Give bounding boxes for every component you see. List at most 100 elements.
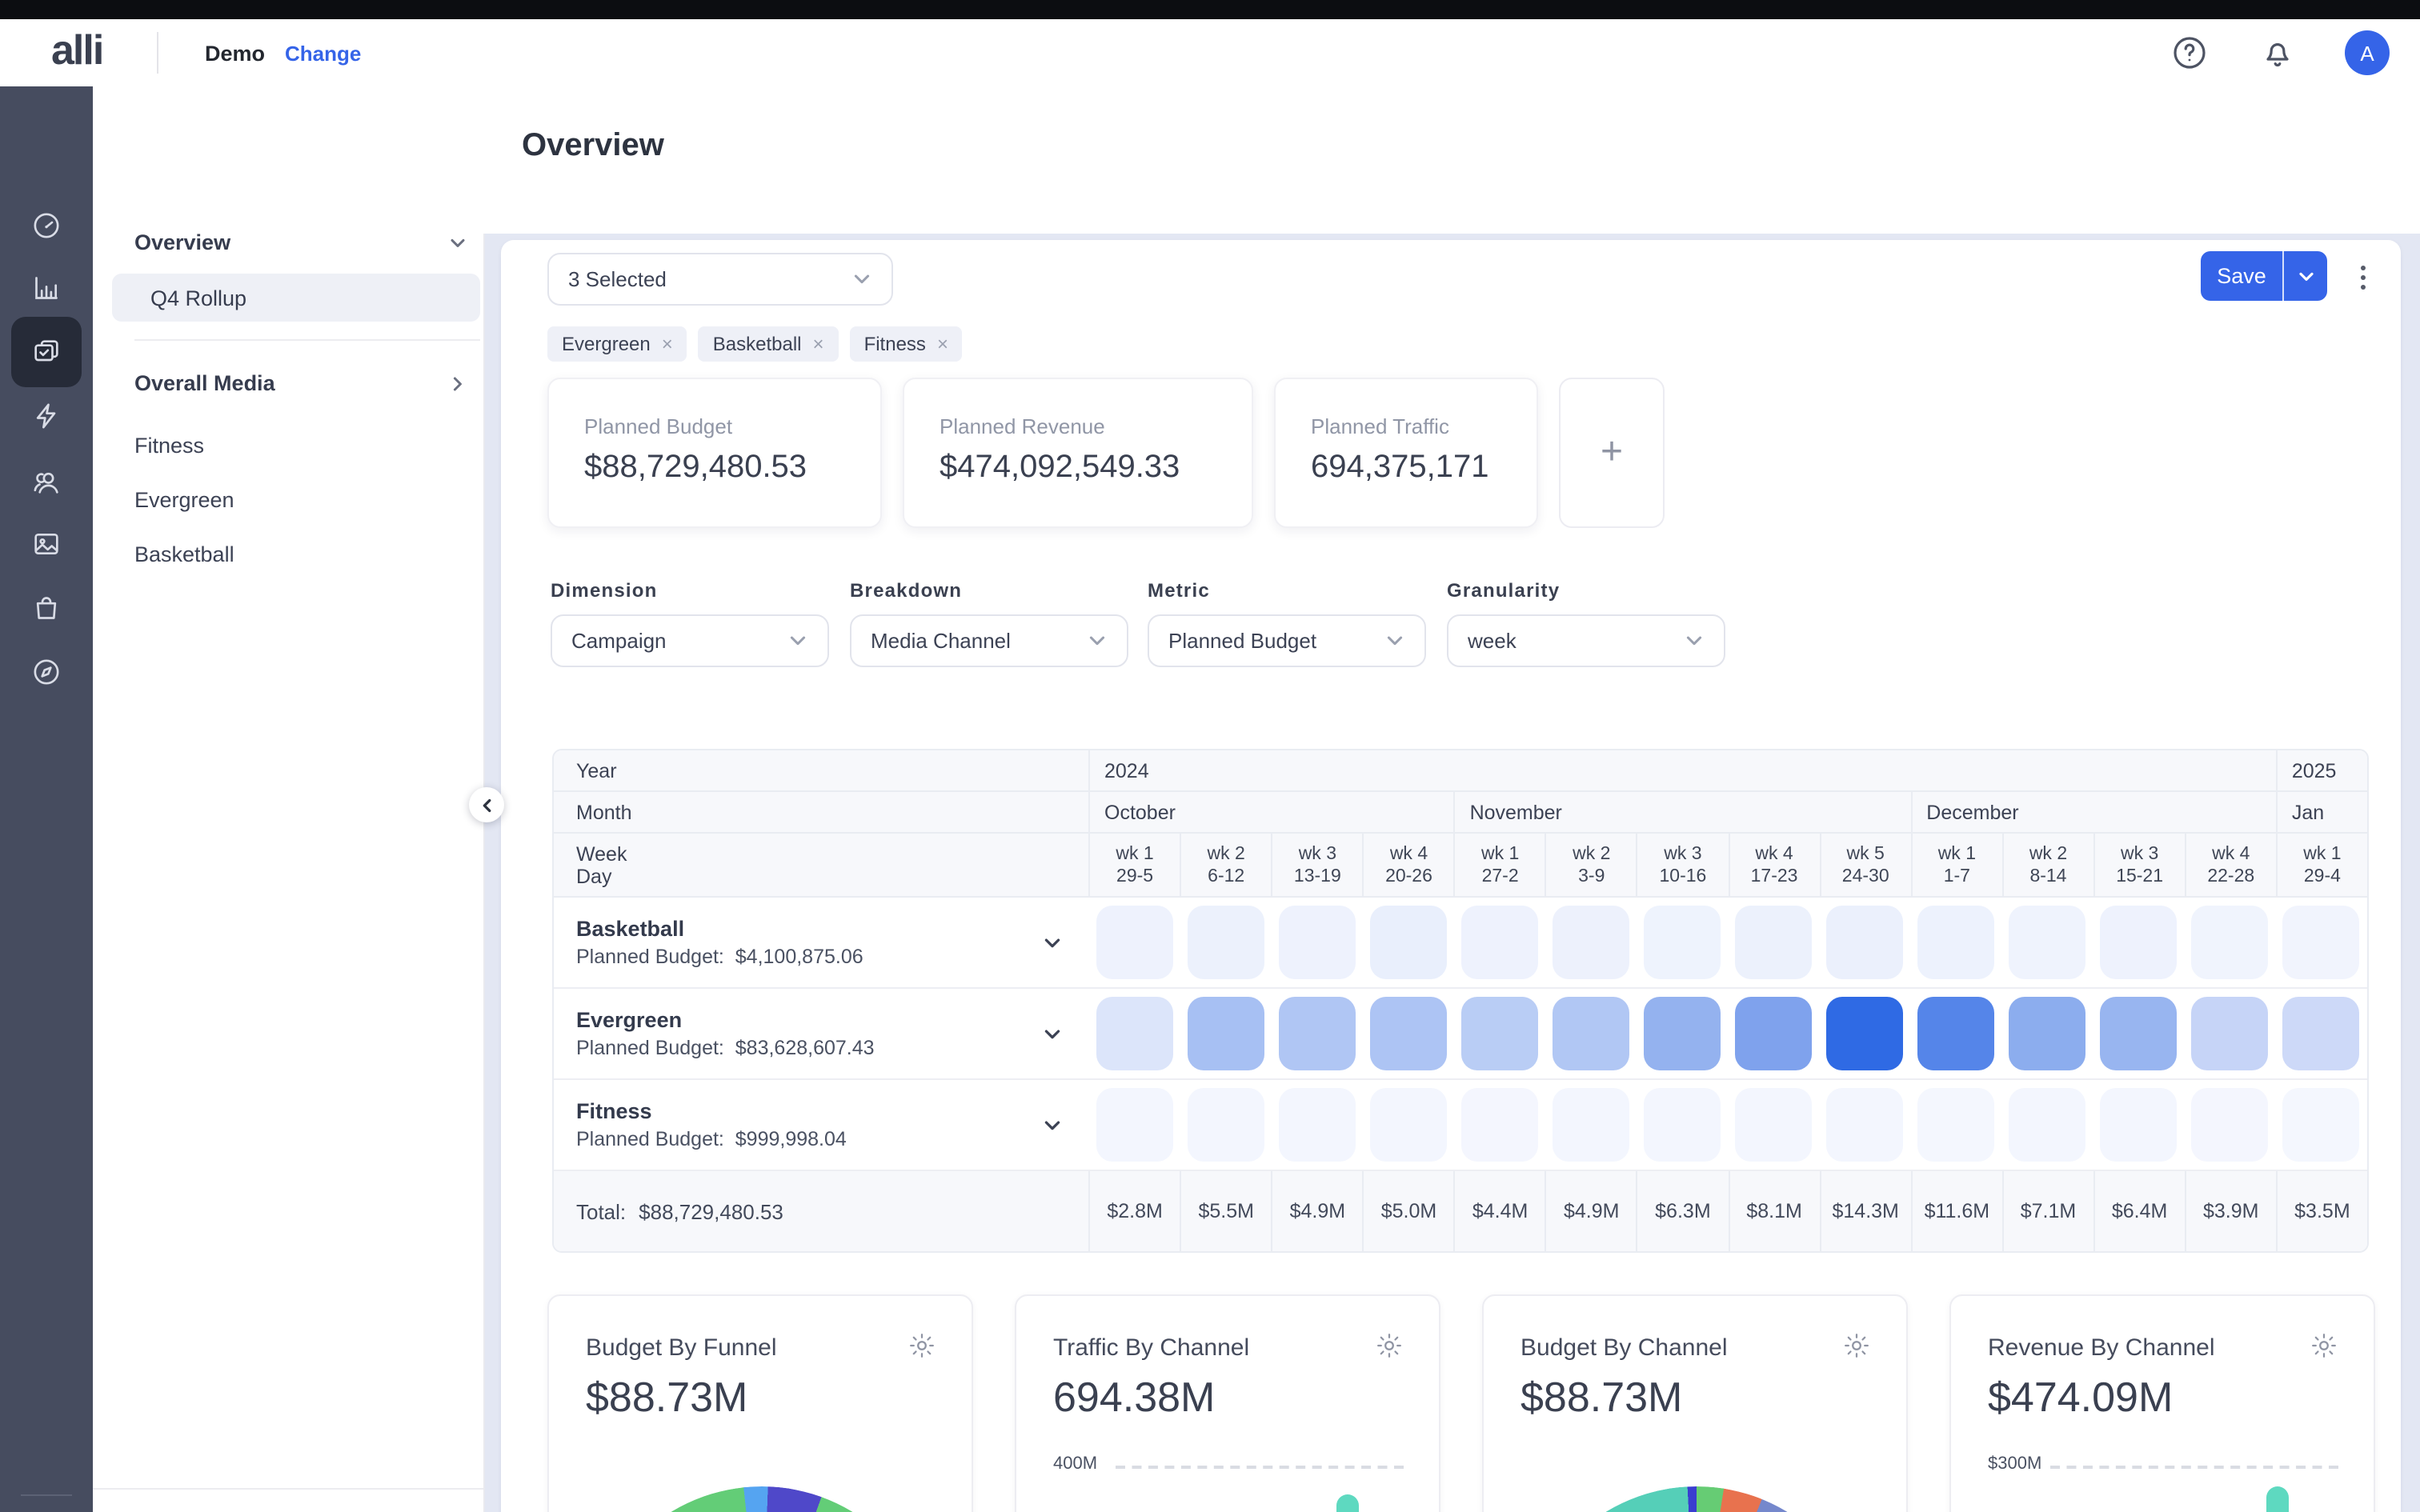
heatmap-cell[interactable] — [1637, 898, 1728, 987]
chevron-down-icon[interactable] — [1042, 933, 1063, 954]
collapse-panel-button[interactable] — [469, 787, 504, 822]
filter-tag[interactable]: Fitness× — [850, 326, 963, 362]
metric-select[interactable]: Planned Budget — [1148, 614, 1426, 667]
chevron-down-icon[interactable] — [1042, 1024, 1063, 1045]
week-label: Week — [576, 842, 1088, 865]
add-kpi-button[interactable]: + — [1559, 378, 1665, 528]
week-cell: wk 422-28 — [2185, 834, 2276, 896]
audiences-users-icon[interactable] — [30, 466, 62, 498]
heatmap-cell[interactable] — [2185, 1080, 2276, 1170]
heatmap-cell[interactable] — [1271, 989, 1362, 1078]
heatmap-cell[interactable] — [1819, 898, 1910, 987]
notifications-bell-icon[interactable] — [2258, 34, 2297, 72]
nav-item-fitness[interactable]: Fitness — [134, 434, 204, 458]
campaign-budget: Planned Budget: $4,100,875.06 — [576, 946, 1088, 968]
breakdown-select[interactable]: Media Channel — [850, 614, 1128, 667]
heatmap-cell[interactable] — [1728, 1080, 1819, 1170]
user-avatar[interactable]: A — [2345, 30, 2390, 75]
heatmap-cell[interactable] — [1362, 898, 1453, 987]
nav-item-basketball[interactable]: Basketball — [134, 542, 234, 566]
heatmap-cell[interactable] — [2276, 989, 2367, 1078]
heatmap-cell[interactable] — [1180, 898, 1271, 987]
heatmap-pill — [2283, 997, 2360, 1070]
chevron-right-icon[interactable] — [448, 374, 467, 394]
row-label-cell[interactable]: BasketballPlanned Budget: $4,100,875.06 — [554, 898, 1088, 987]
help-icon[interactable] — [2170, 34, 2209, 72]
heatmap-cell[interactable] — [1454, 898, 1545, 987]
heatmap-cell[interactable] — [2276, 1080, 2367, 1170]
heatmap-cell[interactable] — [1454, 989, 1545, 1078]
heatmap-cell[interactable] — [1180, 989, 1271, 1078]
gear-icon[interactable] — [1375, 1331, 1404, 1360]
heatmap-cell[interactable] — [1362, 989, 1453, 1078]
heatmap-cell[interactable] — [1637, 989, 1728, 1078]
heatmap-pill — [1917, 997, 1994, 1070]
remove-tag-icon[interactable]: × — [813, 333, 824, 355]
heatmap-cell[interactable] — [2276, 898, 2367, 987]
remove-tag-icon[interactable]: × — [662, 333, 673, 355]
heatmap-cell[interactable] — [1819, 1080, 1910, 1170]
media-plans-clipboard-icon[interactable] — [30, 336, 62, 368]
heatmap-cell[interactable] — [2001, 898, 2093, 987]
heatmap-cell[interactable] — [1728, 898, 1819, 987]
heatmap-cell[interactable] — [2185, 989, 2276, 1078]
row-label-cell[interactable]: FitnessPlanned Budget: $999,998.04 — [554, 1080, 1088, 1170]
campaign-multiselect[interactable]: 3 Selected — [547, 253, 893, 306]
save-split-button[interactable]: Save — [2201, 251, 2327, 301]
heatmap-cell[interactable] — [2093, 1080, 2185, 1170]
filter-tag[interactable]: Basketball× — [699, 326, 839, 362]
heatmap-cell[interactable] — [1910, 989, 2001, 1078]
automation-lightning-icon[interactable] — [30, 400, 62, 432]
more-options-kebab-icon[interactable] — [2351, 258, 2374, 296]
heatmap-cell[interactable] — [1910, 1080, 2001, 1170]
table-month-row: Month OctoberNovemberDecemberJan — [554, 792, 2367, 834]
heatmap-cell[interactable] — [1088, 989, 1180, 1078]
heatmap-cell[interactable] — [2185, 898, 2276, 987]
nav-item-q4-rollup[interactable]: Q4 Rollup — [112, 274, 480, 322]
gear-icon[interactable] — [908, 1331, 936, 1360]
heatmap-cell[interactable] — [2001, 989, 2093, 1078]
heatmap-cell[interactable] — [1545, 1080, 1637, 1170]
campaign-name: Fitness — [576, 1099, 1088, 1123]
page-title: Overview — [522, 128, 664, 165]
heatmap-cell[interactable] — [1271, 1080, 1362, 1170]
heatmap-pill — [1917, 1088, 1994, 1162]
heatmap-cell[interactable] — [1910, 898, 2001, 987]
heatmap-cell[interactable] — [2093, 898, 2185, 987]
heatmap-cell[interactable] — [1271, 898, 1362, 987]
nav-item-evergreen[interactable]: Evergreen — [134, 488, 234, 512]
heatmap-cell[interactable] — [2001, 1080, 2093, 1170]
chevron-down-icon[interactable] — [1042, 1115, 1063, 1136]
granularity-select[interactable]: week — [1447, 614, 1725, 667]
heatmap-cell[interactable] — [1362, 1080, 1453, 1170]
commerce-bag-icon[interactable] — [30, 592, 62, 624]
heatmap-cell[interactable] — [1637, 1080, 1728, 1170]
save-dropdown-chevron-icon[interactable] — [2284, 251, 2327, 301]
gear-icon[interactable] — [1842, 1331, 1871, 1360]
dimension-select[interactable]: Campaign — [551, 614, 829, 667]
filter-tag[interactable]: Evergreen× — [547, 326, 687, 362]
heatmap-cell[interactable] — [1545, 898, 1637, 987]
remove-tag-icon[interactable]: × — [937, 333, 948, 355]
heatmap-cell[interactable] — [1454, 1080, 1545, 1170]
row-label-cell[interactable]: EvergreenPlanned Budget: $83,628,607.43 — [554, 989, 1088, 1078]
explore-compass-icon[interactable] — [30, 656, 62, 688]
save-button[interactable]: Save — [2201, 251, 2282, 301]
heatmap-cell[interactable] — [1545, 989, 1637, 1078]
heatmap-cell[interactable] — [1819, 989, 1910, 1078]
change-workspace-link[interactable]: Change — [285, 42, 361, 66]
nav-section-overview[interactable]: Overview — [134, 230, 230, 254]
gear-icon[interactable] — [2310, 1331, 2338, 1360]
heatmap-cell[interactable] — [1728, 989, 1819, 1078]
chevron-down-icon[interactable] — [448, 234, 467, 253]
dashboard-gauge-icon[interactable] — [30, 210, 62, 242]
heatmap-cell[interactable] — [1088, 898, 1180, 987]
creative-image-icon[interactable] — [30, 528, 62, 560]
heatmap-cell[interactable] — [1180, 1080, 1271, 1170]
heatmap-cell[interactable] — [2093, 989, 2185, 1078]
reports-bar-chart-icon[interactable] — [30, 272, 62, 304]
day-label: Day — [576, 865, 1088, 887]
week-cell: wk 11-7 — [1910, 834, 2001, 896]
heatmap-cell[interactable] — [1088, 1080, 1180, 1170]
nav-section-overall-media[interactable]: Overall Media — [134, 371, 275, 395]
